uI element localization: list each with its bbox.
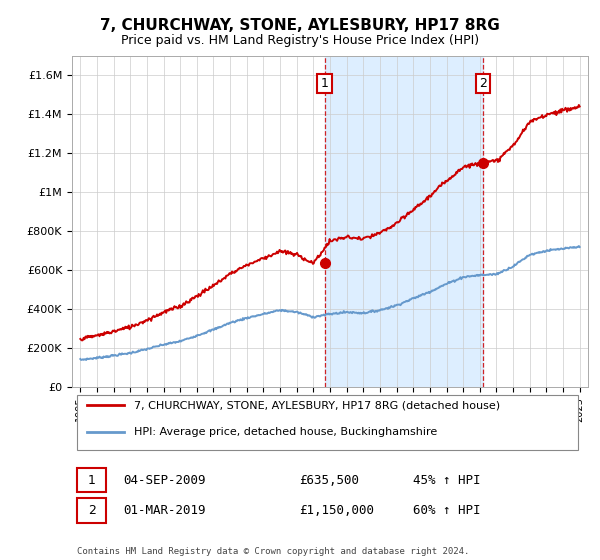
Text: £635,500: £635,500 [299,474,359,487]
Text: 2: 2 [479,77,487,90]
Text: Contains HM Land Registry data © Crown copyright and database right 2024.: Contains HM Land Registry data © Crown c… [77,547,470,556]
Text: Price paid vs. HM Land Registry's House Price Index (HPI): Price paid vs. HM Land Registry's House … [121,34,479,47]
Text: 04-SEP-2009: 04-SEP-2009 [124,474,206,487]
Text: £1,150,000: £1,150,000 [299,504,374,517]
Text: HPI: Average price, detached house, Buckinghamshire: HPI: Average price, detached house, Buck… [134,427,437,437]
Text: 7, CHURCHWAY, STONE, AYLESBURY, HP17 8RG (detached house): 7, CHURCHWAY, STONE, AYLESBURY, HP17 8RG… [134,400,500,410]
Text: 7, CHURCHWAY, STONE, AYLESBURY, HP17 8RG: 7, CHURCHWAY, STONE, AYLESBURY, HP17 8RG [100,18,500,32]
FancyBboxPatch shape [77,395,578,450]
Text: 01-MAR-2019: 01-MAR-2019 [124,504,206,517]
Bar [325,56,482,387]
Text: 1: 1 [320,77,328,90]
FancyBboxPatch shape [77,498,106,522]
Text: 60% ↑ HPI: 60% ↑ HPI [413,504,480,517]
FancyBboxPatch shape [77,468,106,492]
Text: 2: 2 [88,504,95,517]
Text: 1: 1 [88,474,95,487]
Text: 45% ↑ HPI: 45% ↑ HPI [413,474,480,487]
